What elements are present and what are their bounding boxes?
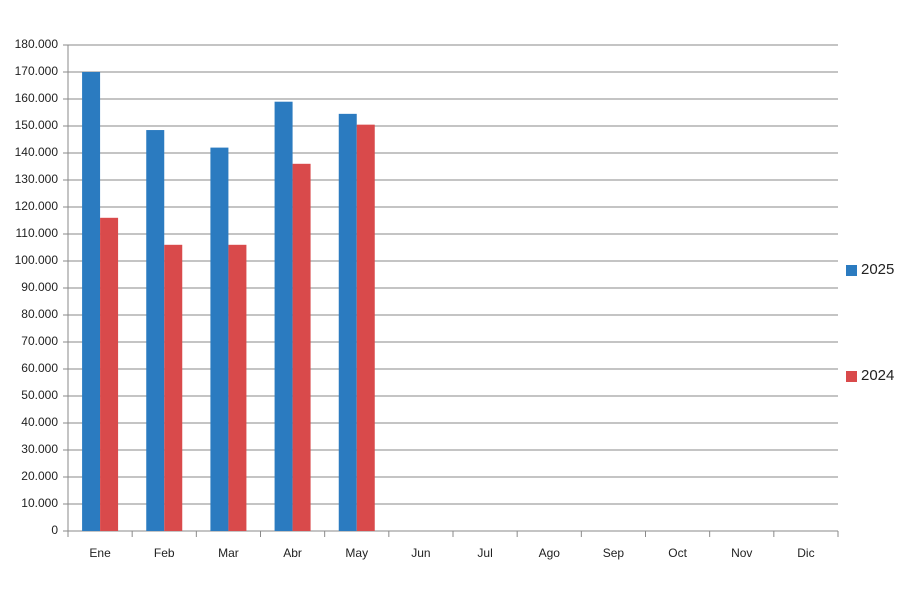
legend-text: 2025 — [861, 261, 894, 278]
x-tick-label: Mar — [218, 546, 239, 560]
y-tick-label: 150.000 — [15, 118, 59, 132]
x-tick-label: Dic — [797, 546, 814, 560]
y-tick-label: 140.000 — [15, 145, 59, 159]
y-tick-label: 70.000 — [21, 334, 58, 348]
y-tick-label: 80.000 — [21, 307, 58, 321]
y-tick-label: 160.000 — [15, 91, 59, 105]
x-tick-label: Sep — [603, 546, 625, 560]
bar — [82, 72, 101, 531]
y-tick-label: 100.000 — [15, 253, 59, 267]
y-tick-label: 90.000 — [21, 280, 58, 294]
bar — [292, 163, 311, 532]
x-tick-label: Jul — [477, 546, 492, 560]
bar — [338, 113, 357, 531]
x-tick-label: Ago — [539, 546, 561, 560]
y-tick-label: 0 — [51, 523, 58, 537]
x-tick-label: Nov — [731, 546, 752, 560]
y-tick-label: 60.000 — [21, 361, 58, 375]
bar — [274, 101, 293, 531]
y-tick-label: 10.000 — [21, 496, 58, 510]
bar — [100, 217, 119, 532]
x-tick-label: Abr — [283, 546, 302, 560]
bar — [356, 124, 375, 532]
x-tick-label: Oct — [668, 546, 687, 560]
x-tick-label: Feb — [154, 546, 175, 560]
legend-swatch — [846, 265, 857, 276]
x-tick-label: May — [345, 546, 368, 560]
y-tick-label: 50.000 — [21, 388, 58, 402]
y-tick-label: 30.000 — [21, 442, 58, 456]
bar — [228, 244, 247, 532]
y-tick-label: 40.000 — [21, 415, 58, 429]
y-tick-label: 130.000 — [15, 172, 59, 186]
legend-text: 2024 — [861, 367, 894, 384]
y-tick-label: 170.000 — [15, 64, 59, 78]
x-tick-label: Jun — [411, 546, 430, 560]
y-tick-label: 180.000 — [15, 37, 59, 51]
legend-swatch — [846, 371, 857, 382]
bar — [146, 130, 165, 532]
x-tick-label: Ene — [89, 546, 111, 560]
bar — [210, 147, 229, 531]
y-tick-label: 120.000 — [15, 199, 59, 213]
y-tick-label: 20.000 — [21, 469, 58, 483]
bar — [164, 244, 183, 532]
y-tick-label: 110.000 — [16, 226, 59, 240]
